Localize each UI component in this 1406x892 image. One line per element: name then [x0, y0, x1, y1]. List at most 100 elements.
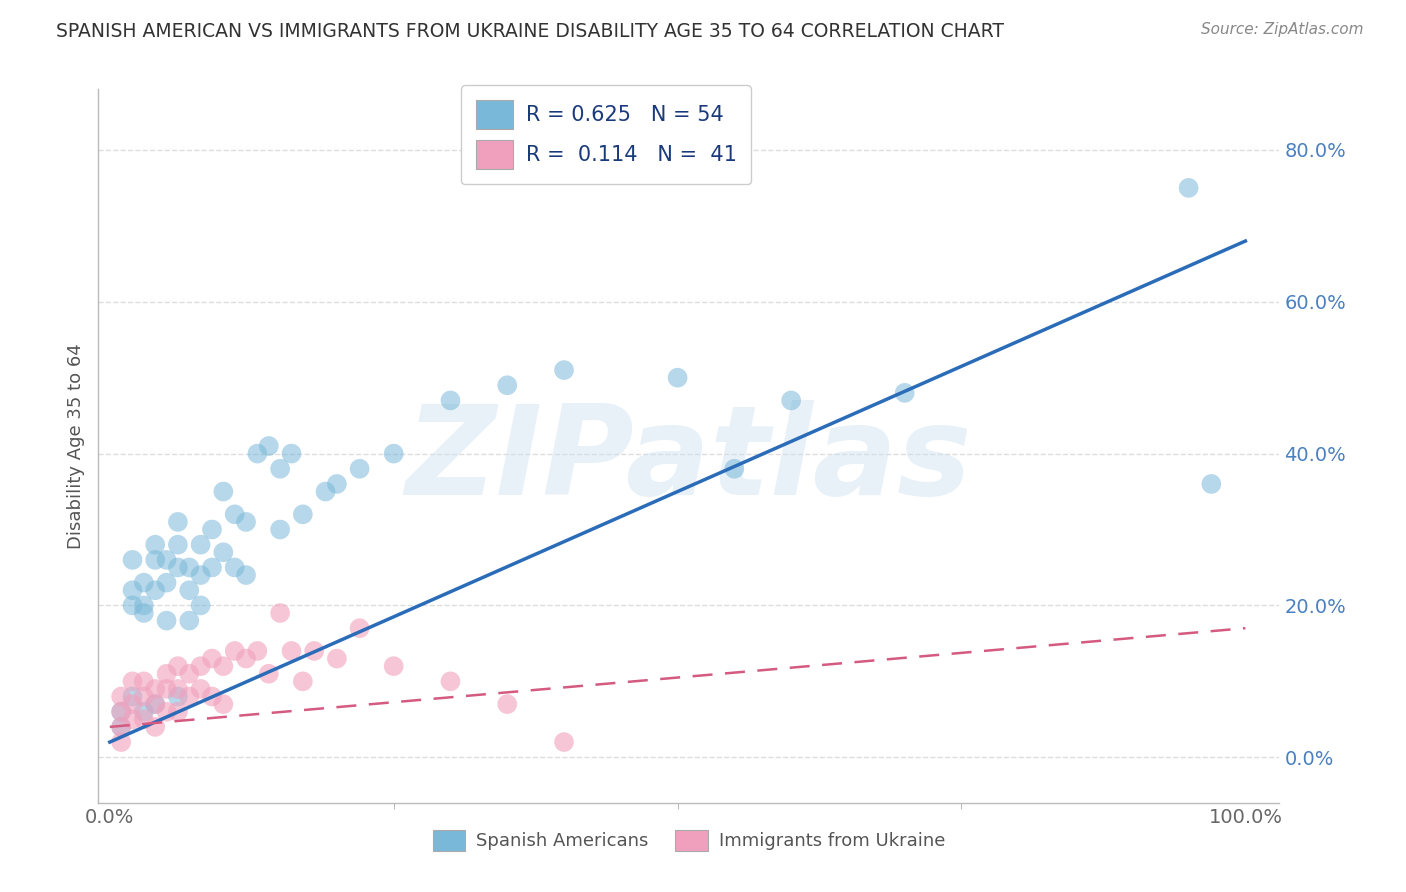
Point [155, 705, 177, 719]
Point [167, 681, 190, 696]
Point [143, 553, 166, 567]
Point [155, 575, 177, 590]
Point [439, 393, 461, 408]
Point [496, 378, 519, 392]
Point [121, 599, 143, 613]
Point [280, 644, 302, 658]
Point [212, 659, 235, 673]
Point [246, 644, 269, 658]
Point [224, 644, 246, 658]
Point [132, 599, 155, 613]
Point [110, 720, 132, 734]
Point [121, 712, 143, 726]
Point [269, 462, 291, 476]
Point [349, 621, 371, 635]
Point [110, 690, 132, 704]
Point [439, 674, 461, 689]
Point [179, 690, 201, 704]
Point [167, 515, 190, 529]
Point [179, 560, 201, 574]
Point [132, 575, 155, 590]
Point [302, 644, 325, 658]
Point [235, 651, 257, 665]
Point [190, 599, 212, 613]
Point [269, 523, 291, 537]
Point [1177, 181, 1199, 195]
Point [121, 697, 143, 711]
Point [143, 583, 166, 598]
Point [382, 659, 405, 673]
Point [315, 484, 337, 499]
Point [143, 681, 166, 696]
Point [143, 697, 166, 711]
Text: ZIPatlas: ZIPatlas [406, 400, 972, 521]
Point [132, 690, 155, 704]
Point [349, 462, 371, 476]
Point [167, 659, 190, 673]
Point [553, 735, 575, 749]
Point [246, 447, 269, 461]
Point [326, 651, 349, 665]
Point [224, 560, 246, 574]
Point [143, 720, 166, 734]
Point [167, 705, 190, 719]
Point [167, 560, 190, 574]
Legend: Spanish Americans, Immigrants from Ukraine: Spanish Americans, Immigrants from Ukrai… [426, 822, 952, 858]
Point [224, 508, 246, 522]
Point [179, 614, 201, 628]
Point [167, 538, 190, 552]
Point [257, 439, 280, 453]
Point [132, 674, 155, 689]
Point [190, 681, 212, 696]
Point [110, 735, 132, 749]
Point [190, 568, 212, 582]
Point [212, 697, 235, 711]
Point [132, 606, 155, 620]
Point [110, 705, 132, 719]
Point [201, 651, 224, 665]
Point [212, 484, 235, 499]
Point [167, 690, 190, 704]
Point [269, 606, 291, 620]
Point [155, 681, 177, 696]
Point [1201, 477, 1223, 491]
Point [212, 545, 235, 559]
Point [190, 659, 212, 673]
Point [143, 697, 166, 711]
Point [190, 538, 212, 552]
Point [110, 720, 132, 734]
Point [132, 712, 155, 726]
Point [155, 553, 177, 567]
Point [121, 583, 143, 598]
Point [132, 705, 155, 719]
Point [201, 560, 224, 574]
Point [179, 666, 201, 681]
Point [291, 674, 314, 689]
Point [382, 447, 405, 461]
Point [179, 583, 201, 598]
Text: SPANISH AMERICAN VS IMMIGRANTS FROM UKRAINE DISABILITY AGE 35 TO 64 CORRELATION : SPANISH AMERICAN VS IMMIGRANTS FROM UKRA… [56, 22, 1004, 41]
Point [553, 363, 575, 377]
Point [666, 370, 689, 384]
Point [110, 705, 132, 719]
Point [201, 690, 224, 704]
Point [121, 674, 143, 689]
Point [235, 515, 257, 529]
Point [143, 538, 166, 552]
Point [121, 690, 143, 704]
Point [155, 614, 177, 628]
Point [326, 477, 349, 491]
Point [280, 447, 302, 461]
Point [780, 393, 803, 408]
Point [291, 508, 314, 522]
Point [893, 385, 915, 400]
Point [121, 553, 143, 567]
Point [235, 568, 257, 582]
Point [201, 523, 224, 537]
Point [496, 697, 519, 711]
Point [155, 666, 177, 681]
Point [723, 462, 745, 476]
Text: Source: ZipAtlas.com: Source: ZipAtlas.com [1201, 22, 1364, 37]
Point [257, 666, 280, 681]
Y-axis label: Disability Age 35 to 64: Disability Age 35 to 64 [66, 343, 84, 549]
